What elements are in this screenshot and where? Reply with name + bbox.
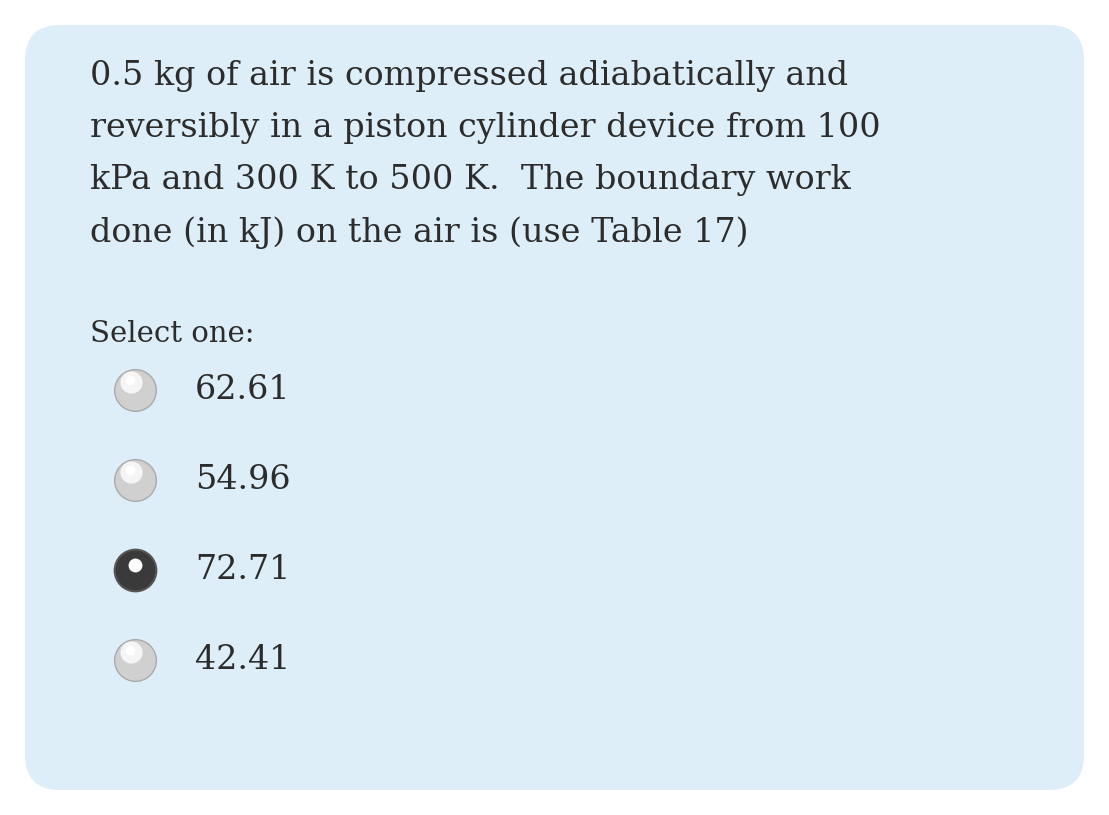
Text: 42.41: 42.41 [195,644,291,676]
Text: Select one:: Select one: [90,320,254,348]
Text: 54.96: 54.96 [195,464,291,496]
Text: 0.5 kg of air is compressed adiabatically and: 0.5 kg of air is compressed adiabaticall… [90,60,848,92]
Text: done (in kJ) on the air is (use Table 17): done (in kJ) on the air is (use Table 17… [90,216,749,249]
Text: 72.71: 72.71 [195,554,291,586]
Text: kPa and 300 K to 500 K.  The boundary work: kPa and 300 K to 500 K. The boundary wor… [90,164,851,196]
Text: 62.61: 62.61 [195,374,291,406]
Text: reversibly in a piston cylinder device from 100: reversibly in a piston cylinder device f… [90,112,881,144]
FancyBboxPatch shape [26,25,1083,790]
